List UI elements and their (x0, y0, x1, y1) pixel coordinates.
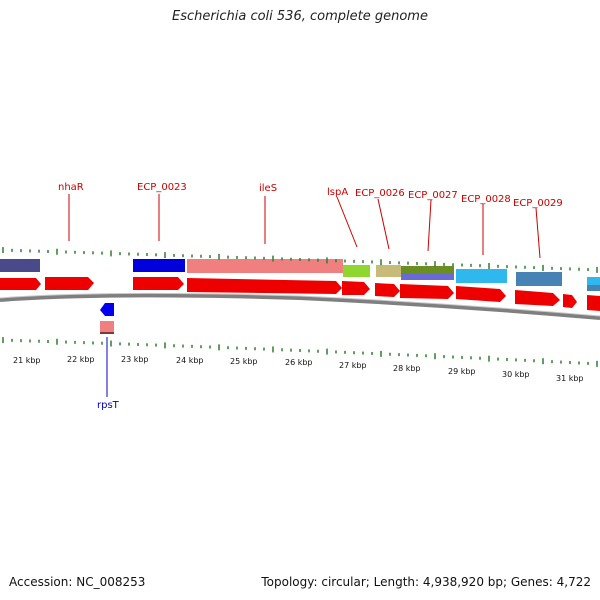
kbp-label-21: 21 kbp (13, 356, 41, 365)
gene-bar-ECP_0023[interactable] (133, 259, 185, 272)
kbp-label-30: 30 kbp (502, 370, 530, 379)
gene-arrow-10[interactable] (563, 294, 577, 308)
gene-arrow-6[interactable] (375, 283, 400, 297)
gene-label-ECP_0029[interactable]: ECP_0029 (513, 198, 563, 209)
gene-label-rpsT[interactable]: rpsT (97, 400, 120, 411)
kbp-label-27: 27 kbp (339, 361, 367, 370)
gene-arrow-4[interactable] (187, 278, 342, 294)
tick-row-top (2, 247, 598, 273)
gene-label-lspA[interactable]: lspA (327, 187, 348, 198)
gene-label-nhaR[interactable]: nhaR (58, 182, 84, 193)
gene-arrow-3[interactable] (133, 277, 184, 290)
connector-ECP_0026 (377, 198, 390, 250)
kbp-label-31: 31 kbp (556, 374, 584, 383)
kbp-label-22: 22 kbp (67, 355, 95, 364)
gene-bar-nhaR-region[interactable] (0, 259, 40, 272)
connector-ECP_0029 (535, 207, 541, 259)
gene-label-ECP_0023[interactable]: ECP_0023 (137, 182, 187, 193)
gene-arrow-1[interactable] (0, 278, 41, 290)
kbp-label-25: 25 kbp (230, 357, 258, 366)
gene-bar-edge-2[interactable] (587, 285, 600, 291)
forward-strand-genes (0, 277, 600, 311)
kbp-label-23: 23 kbp (121, 355, 149, 364)
gene-bar-ECP_0027-bottom[interactable] (401, 273, 454, 280)
label-connectors (68, 194, 541, 259)
connector-lspA (336, 196, 358, 248)
gene-bar-ECP_0027-top[interactable] (401, 266, 454, 273)
kbp-label-26: 26 kbp (285, 358, 313, 367)
gene-label-ECP_0027[interactable]: ECP_0027 (408, 190, 458, 201)
gene-bar-ileS[interactable] (187, 259, 343, 273)
gene-label-ECP_0026[interactable]: ECP_0026 (355, 188, 405, 199)
gene-bar-ECP_0028[interactable] (456, 269, 507, 283)
gene-bar-ECP_0026[interactable] (376, 265, 401, 277)
genome-backbone-highlight (0, 292, 600, 317)
gene-arrow-7[interactable] (400, 284, 454, 299)
connector-ECP_0027 (427, 199, 432, 252)
gene-bar-ECP_0029[interactable] (516, 272, 562, 286)
gene-arrow-8[interactable] (456, 286, 506, 302)
gene-bar-rpsT[interactable] (100, 321, 114, 333)
gene-bar-rpsT-edge (100, 332, 114, 334)
gene-bar-edge-1[interactable] (587, 277, 600, 285)
genome-title: Escherichia coli 536, complete genome (172, 9, 428, 24)
gene-label-ileS[interactable]: ileS (259, 183, 277, 194)
genome-summary-text: Topology: circular; Length: 4,938,920 bp… (261, 575, 591, 589)
gene-label-ECP_0028[interactable]: ECP_0028 (461, 194, 511, 205)
tick-row-bottom (2, 337, 598, 367)
gene-arrow-rpsT[interactable] (100, 303, 114, 316)
gene-arrow-5[interactable] (342, 281, 370, 295)
gene-arrow-2[interactable] (45, 277, 94, 290)
accession-text: Accession: NC_008253 (9, 575, 146, 589)
kbp-label-28: 28 kbp (393, 364, 421, 373)
gene-arrow-9[interactable] (515, 290, 560, 306)
kbp-label-29: 29 kbp (448, 367, 476, 376)
genome-backbone (0, 293, 600, 320)
gene-bar-lspA[interactable] (343, 265, 370, 277)
gene-arrow-11[interactable] (587, 295, 600, 311)
kbp-label-24: 24 kbp (176, 356, 204, 365)
